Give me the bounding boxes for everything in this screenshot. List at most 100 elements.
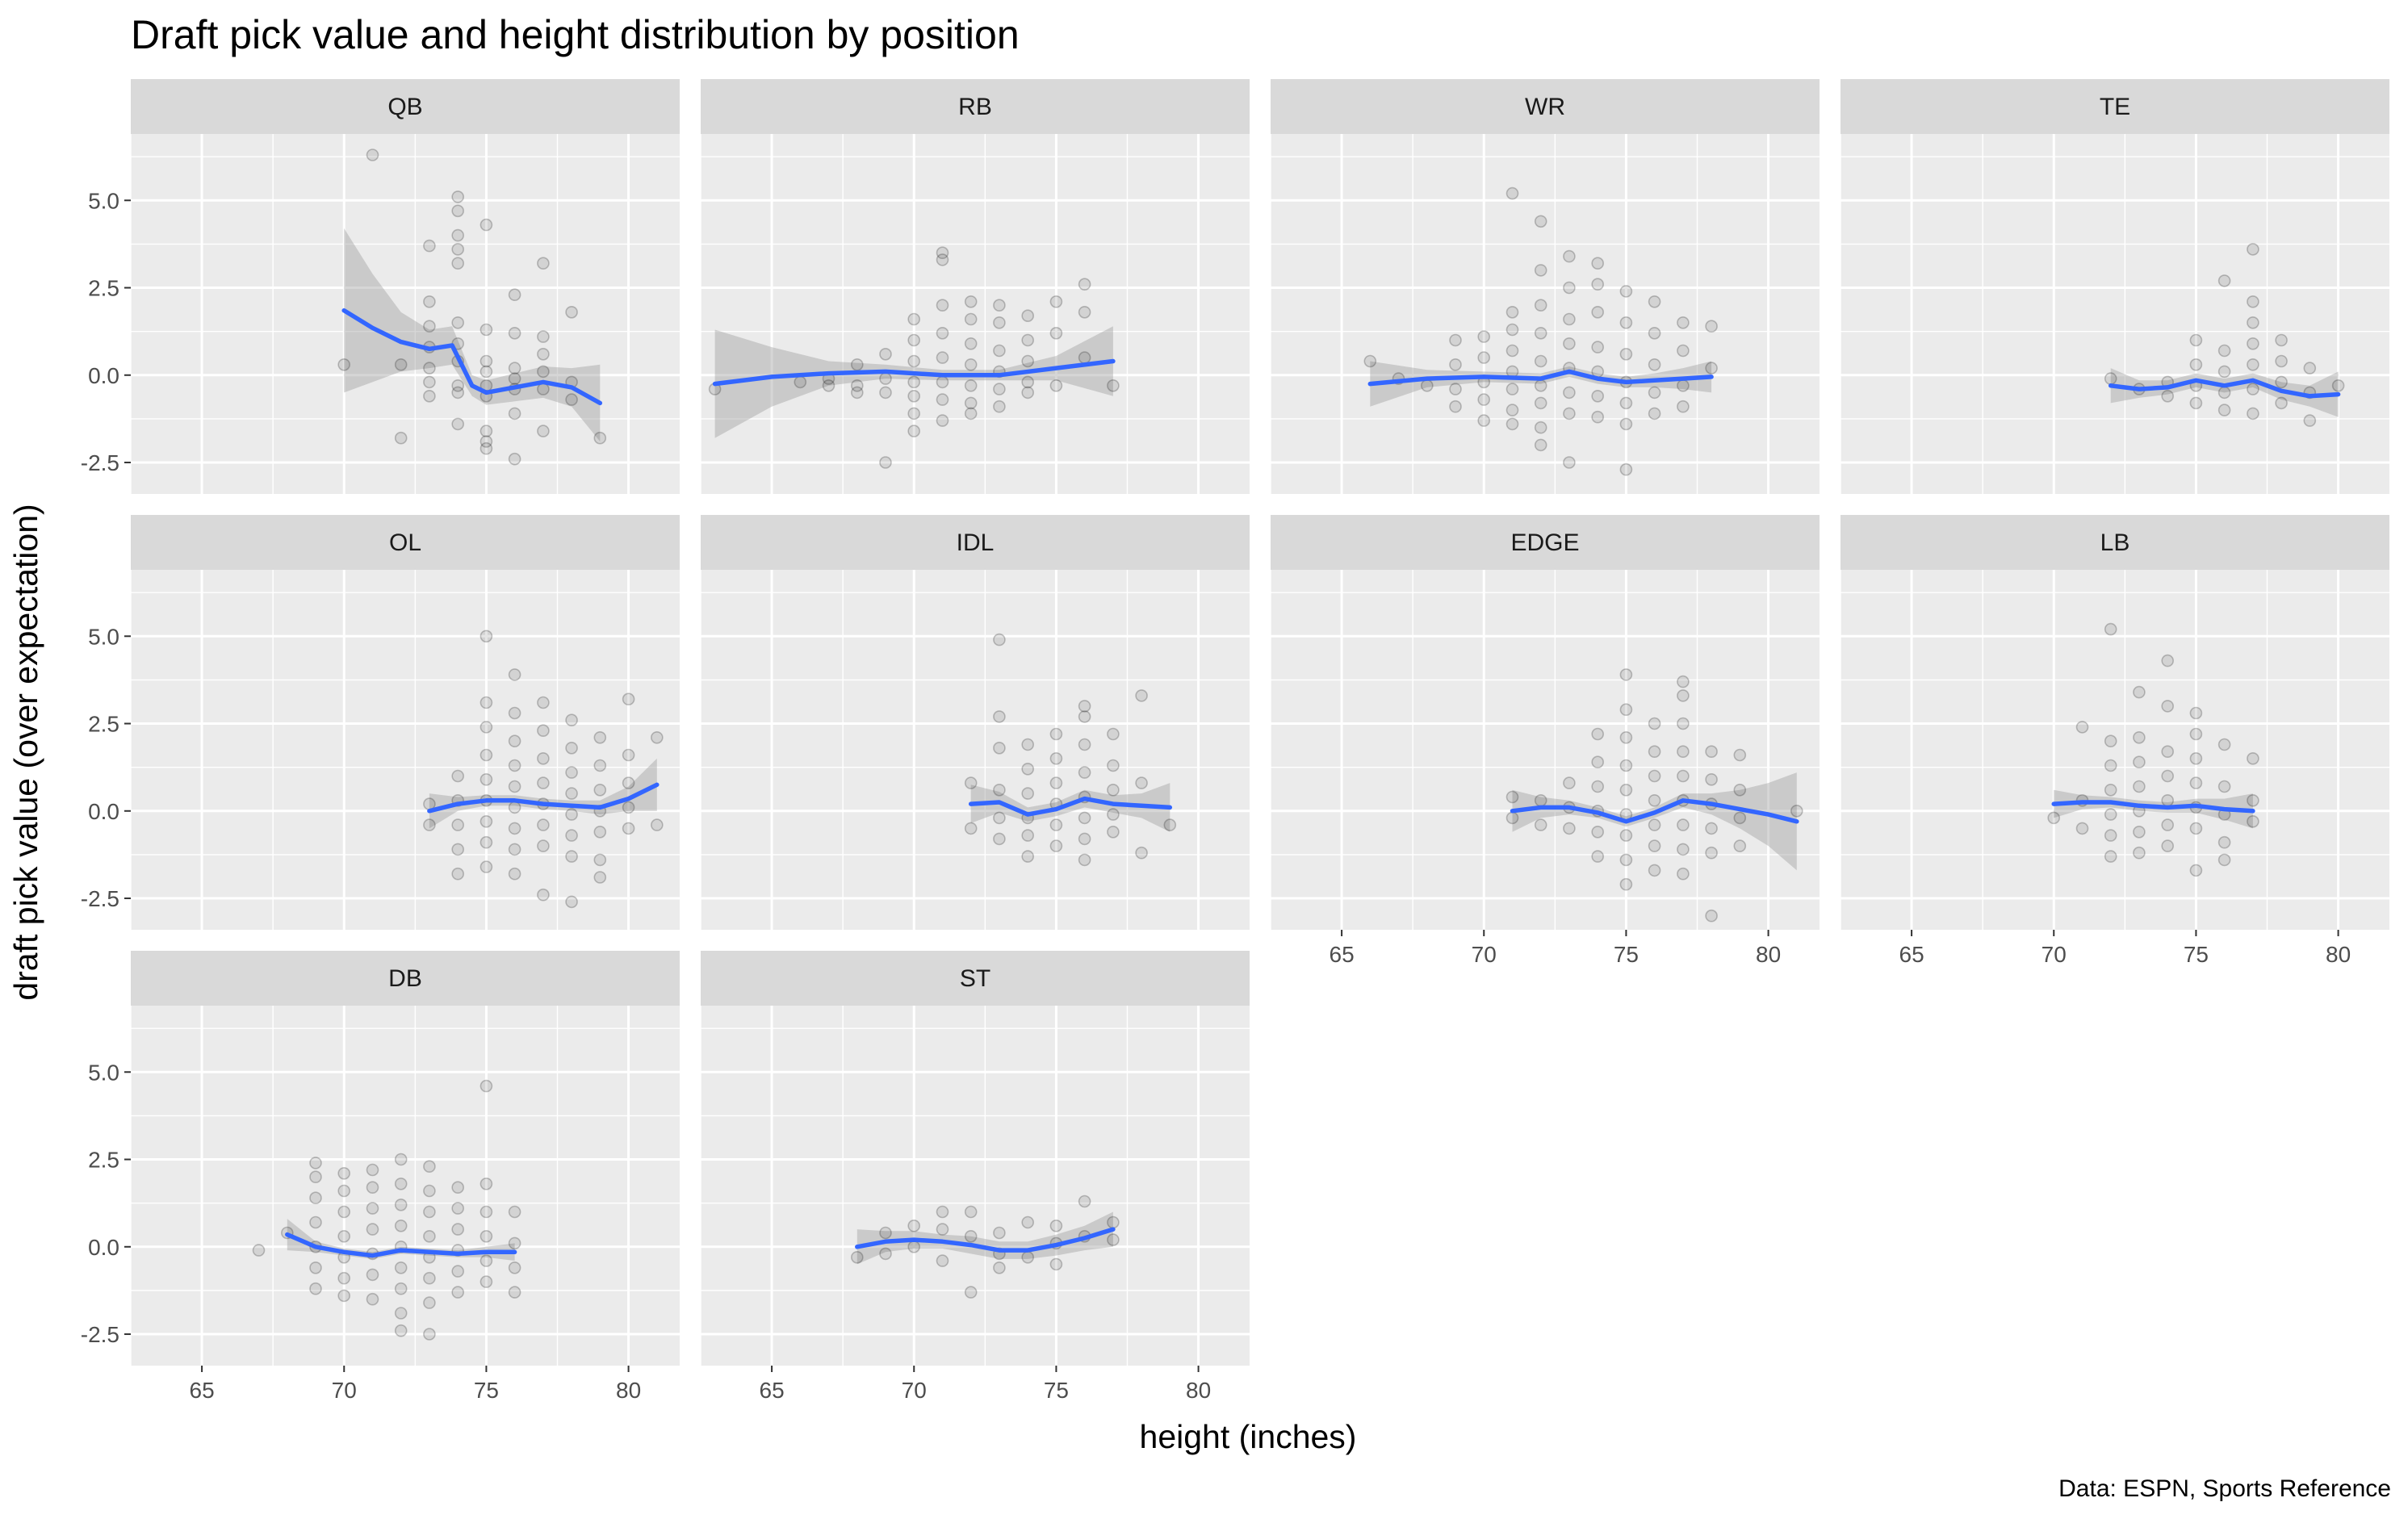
- data-point: [1591, 850, 1604, 863]
- data-point: [337, 1205, 351, 1219]
- data-point: [1078, 278, 1091, 291]
- data-point: [964, 312, 978, 326]
- data-point: [1049, 818, 1063, 831]
- data-point: [1677, 717, 1690, 730]
- y-tick-label: -2.5: [81, 1322, 119, 1347]
- y-tick-label: 0.0: [88, 799, 119, 824]
- data-point: [1049, 326, 1063, 340]
- data-point: [423, 1184, 436, 1198]
- x-tick-label: 65: [1330, 942, 1355, 967]
- data-point: [2133, 685, 2146, 699]
- data-point: [508, 288, 521, 302]
- data-point: [366, 1268, 379, 1282]
- data-point: [993, 383, 1006, 395]
- data-point: [451, 190, 465, 203]
- x-tick-label: 75: [1044, 1378, 1069, 1403]
- facet-plot-area: [851, 1195, 1120, 1299]
- data-point: [480, 354, 493, 368]
- data-point: [1591, 410, 1604, 424]
- data-point: [2189, 706, 2203, 720]
- data-point: [537, 365, 550, 379]
- data-point: [907, 1241, 920, 1253]
- facet-plot-area: [708, 246, 1120, 469]
- data-point: [2189, 333, 2203, 347]
- data-point: [1619, 285, 1633, 298]
- data-point: [1107, 826, 1120, 839]
- data-point: [508, 1261, 521, 1274]
- data-point: [337, 1230, 351, 1243]
- data-point: [480, 630, 493, 643]
- data-point: [1591, 341, 1604, 354]
- facet-strip-label: LB: [2100, 529, 2130, 556]
- data-point: [907, 425, 920, 437]
- facet-strip-label: RB: [958, 94, 992, 120]
- data-point: [565, 829, 578, 842]
- data-point: [1619, 417, 1633, 431]
- data-point: [451, 1223, 465, 1236]
- data-point: [2104, 759, 2117, 772]
- data-point: [451, 1202, 465, 1215]
- y-tick-label: 0.0: [88, 363, 119, 388]
- data-point: [851, 358, 864, 371]
- facet-strip-label: ST: [960, 965, 990, 992]
- data-point: [1677, 745, 1690, 759]
- data-point: [1563, 281, 1576, 295]
- data-point: [394, 1178, 408, 1190]
- data-point: [337, 1184, 351, 1198]
- data-point: [366, 1202, 379, 1215]
- data-point: [1563, 249, 1576, 263]
- facet-strip: [1271, 79, 1820, 134]
- data-point: [394, 1282, 408, 1295]
- data-point: [1078, 738, 1091, 751]
- data-point: [936, 393, 949, 406]
- data-point: [1677, 379, 1690, 392]
- facet-strip: [131, 951, 680, 1006]
- data-point: [593, 730, 607, 744]
- data-point: [650, 730, 664, 744]
- data-point: [593, 871, 607, 884]
- facet-plot-area: [337, 149, 607, 466]
- data-point: [565, 766, 578, 779]
- data-point: [2217, 274, 2231, 287]
- data-point: [537, 839, 550, 852]
- facet-idl: IDL: [700, 515, 1250, 930]
- data-point: [993, 299, 1006, 312]
- smooth-trend-line: [285, 1232, 517, 1258]
- data-point: [537, 383, 550, 395]
- data-point: [565, 305, 578, 319]
- data-point: [2161, 839, 2174, 852]
- data-point: [537, 818, 550, 831]
- data-point: [1705, 362, 1718, 374]
- data-point: [508, 372, 521, 385]
- data-point: [936, 1254, 949, 1267]
- smooth-trend-line: [712, 358, 1116, 387]
- data-point: [1078, 811, 1091, 825]
- data-point: [2275, 396, 2288, 410]
- data-point: [622, 748, 635, 762]
- facet-panel-background: [131, 1006, 680, 1366]
- data-point: [993, 633, 1006, 646]
- data-point: [2275, 354, 2288, 368]
- data-point: [1677, 769, 1690, 783]
- data-point: [423, 1205, 436, 1219]
- data-point: [2133, 780, 2146, 793]
- data-point: [907, 312, 920, 326]
- data-point: [309, 1191, 322, 1204]
- data-point: [1534, 299, 1547, 312]
- data-point: [593, 783, 607, 797]
- data-point: [851, 379, 864, 392]
- facet-panel-background: [701, 1006, 1250, 1366]
- data-point: [1648, 295, 1661, 308]
- data-point: [936, 1205, 949, 1219]
- data-point: [2189, 776, 2203, 789]
- data-point: [2161, 389, 2174, 403]
- data-point: [480, 1254, 493, 1267]
- data-point: [936, 246, 949, 260]
- data-point: [993, 316, 1006, 329]
- data-point: [1677, 818, 1690, 831]
- data-point: [394, 358, 408, 371]
- data-point: [508, 780, 521, 793]
- data-point: [964, 295, 978, 308]
- data-point: [2303, 414, 2317, 427]
- data-point: [1648, 769, 1661, 783]
